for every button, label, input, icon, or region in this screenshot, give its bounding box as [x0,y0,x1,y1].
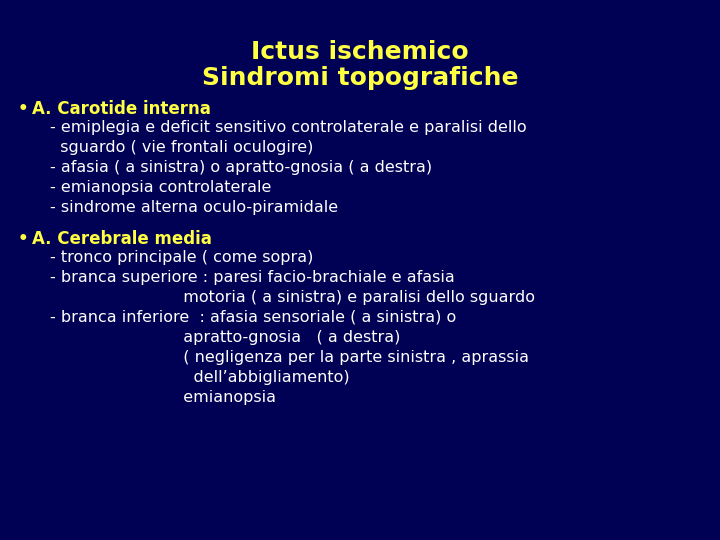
Text: - afasia ( a sinistra) o apratto-gnosia ( a destra): - afasia ( a sinistra) o apratto-gnosia … [50,160,432,175]
Text: •: • [18,230,29,248]
Text: ( negligenza per la parte sinistra , aprassia: ( negligenza per la parte sinistra , apr… [50,350,529,365]
Text: sguardo ( vie frontali oculogire): sguardo ( vie frontali oculogire) [50,140,313,155]
Text: •: • [18,100,29,118]
Text: - tronco principale ( come sopra): - tronco principale ( come sopra) [50,250,313,265]
Text: - emianopsia controlaterale: - emianopsia controlaterale [50,180,271,195]
Text: A. Carotide interna: A. Carotide interna [32,100,211,118]
Text: - emiplegia e deficit sensitivo controlaterale e paralisi dello: - emiplegia e deficit sensitivo controla… [50,120,526,135]
Text: dell’abbigliamento): dell’abbigliamento) [50,370,350,385]
Text: motoria ( a sinistra) e paralisi dello sguardo: motoria ( a sinistra) e paralisi dello s… [50,290,535,305]
Text: Sindromi topografiche: Sindromi topografiche [202,66,518,90]
Text: emianopsia: emianopsia [50,390,276,405]
Text: apratto-gnosia   ( a destra): apratto-gnosia ( a destra) [50,330,400,345]
Text: - branca inferiore  : afasia sensoriale ( a sinistra) o: - branca inferiore : afasia sensoriale (… [50,310,456,325]
Text: - branca superiore : paresi facio-brachiale e afasia: - branca superiore : paresi facio-brachi… [50,270,455,285]
Text: - sindrome alterna oculo-piramidale: - sindrome alterna oculo-piramidale [50,200,338,215]
Text: A. Cerebrale media: A. Cerebrale media [32,230,212,248]
Text: Ictus ischemico: Ictus ischemico [251,40,469,64]
